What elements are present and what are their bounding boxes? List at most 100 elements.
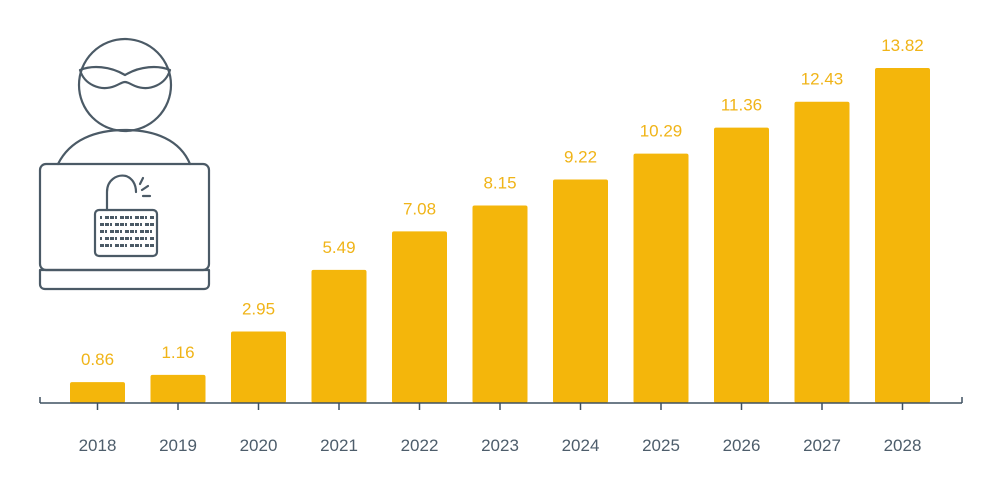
binary-digit (135, 237, 139, 240)
binary-digit (115, 244, 119, 247)
x-tick-label-2025: 2025 (642, 436, 680, 455)
binary-digit (120, 223, 124, 226)
binary-digit (145, 237, 147, 240)
binary-digit (120, 244, 124, 247)
value-label-2027: 12.43 (801, 70, 844, 89)
binary-digit (100, 244, 104, 247)
binary-digit (110, 237, 114, 240)
binary-digit (125, 237, 129, 240)
binary-digit (130, 223, 134, 226)
binary-digit (130, 244, 134, 247)
bar-2020 (231, 331, 286, 403)
x-tick-label-2024: 2024 (562, 436, 600, 455)
x-tick-label-2019: 2019 (159, 436, 197, 455)
binary-digit (105, 237, 109, 240)
value-label-2028: 13.82 (881, 36, 924, 55)
value-label-2020: 2.95 (242, 299, 275, 318)
binary-digit (125, 230, 129, 233)
bar-2027 (794, 101, 850, 404)
x-tick-label-2027: 2027 (803, 436, 841, 455)
x-tick-label-2023: 2023 (481, 436, 519, 455)
binary-digit (140, 237, 144, 240)
binary-digit (145, 244, 149, 247)
binary-digit (115, 216, 117, 219)
binary-digit (145, 230, 149, 233)
binary-digit (140, 216, 144, 219)
binary-pattern (100, 216, 154, 247)
binary-digit (100, 237, 102, 240)
binary-digit (120, 230, 122, 233)
binary-digit (150, 237, 154, 240)
x-tick-label-2022: 2022 (401, 436, 439, 455)
value-label-2018: 0.86 (81, 350, 114, 369)
binary-digit (130, 216, 132, 219)
bar-2022 (392, 231, 447, 403)
value-label-2024: 9.22 (564, 148, 597, 167)
bar-2025 (633, 153, 689, 403)
x-tick-label-2026: 2026 (723, 436, 761, 455)
bar-2024 (553, 179, 608, 403)
x-tick-labels-group: 2018 2019 2020 2021 2022 2023 2024 2025 2026 2027… (79, 436, 922, 455)
binary-digit (105, 244, 109, 247)
hacker-mask (78, 65, 172, 90)
binary-digit (150, 244, 154, 247)
binary-digit (150, 223, 154, 226)
value-label-2025: 10.29 (640, 122, 683, 141)
binary-digit (140, 244, 142, 247)
binary-digit (120, 237, 124, 240)
value-label-2021: 5.49 (322, 238, 355, 257)
binary-digit (110, 244, 112, 247)
value-label-2022: 7.08 (403, 199, 436, 218)
binary-digit (140, 223, 142, 226)
hacker-shoulders (56, 128, 192, 166)
padlock-spark (138, 176, 145, 186)
x-tick-label-2021: 2021 (320, 436, 358, 455)
bar-2021 (311, 269, 367, 403)
binary-digit (105, 223, 109, 226)
binary-digit (105, 216, 109, 219)
binary-digit (120, 216, 124, 219)
binary-digit (115, 223, 119, 226)
binary-digit (110, 230, 114, 233)
bars-group (70, 68, 930, 404)
binary-digit (135, 223, 139, 226)
binary-digit (100, 216, 102, 219)
laptop-base (38, 268, 211, 291)
binary-digit (125, 216, 129, 219)
binary-digit (150, 230, 152, 233)
binary-digit (110, 216, 114, 219)
binary-digit (125, 244, 127, 247)
binary-digit (100, 230, 104, 233)
hacker-head (77, 37, 173, 133)
x-tick-label-2018: 2018 (79, 436, 117, 455)
laptop-screen (38, 162, 211, 272)
bar-2026 (714, 127, 769, 403)
binary-digit (115, 230, 119, 233)
binary-digit (135, 230, 137, 233)
bar-2028 (875, 68, 930, 403)
bar-2019 (150, 374, 206, 403)
binary-digit (135, 244, 139, 247)
hacker-laptop-icon (38, 37, 211, 291)
x-axis (39, 397, 963, 410)
binary-digit (140, 230, 144, 233)
binary-digit (150, 216, 154, 219)
binary-digit (105, 230, 107, 233)
binary-digit (100, 223, 104, 226)
binary-digit (115, 237, 117, 240)
value-label-2019: 1.16 (161, 343, 194, 362)
value-labels-group: 0.86 1.16 2.95 5.49 7.08 8.15 9.22 10.29 11.36 12… (81, 36, 924, 369)
padlock-spark (140, 184, 150, 192)
binary-digit (130, 237, 132, 240)
padlock-body (93, 208, 159, 258)
binary-digit (130, 230, 134, 233)
x-tick-label-2028: 2028 (884, 436, 922, 455)
binary-digit (135, 216, 139, 219)
value-label-2023: 8.15 (483, 173, 516, 192)
binary-digit (145, 216, 147, 219)
x-tick-label-2020: 2020 (240, 436, 278, 455)
binary-digit (125, 223, 127, 226)
bar-2023 (472, 205, 528, 403)
